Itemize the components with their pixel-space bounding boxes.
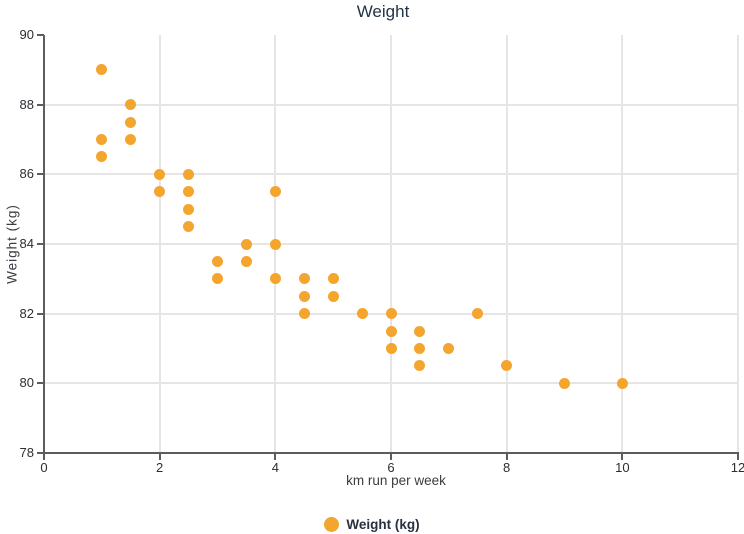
- data-point[interactable]: [183, 221, 195, 233]
- y-tick-mark: [37, 312, 44, 315]
- x-tick-mark: [621, 454, 624, 460]
- y-axis-line: [43, 35, 45, 454]
- data-point[interactable]: [414, 343, 426, 354]
- vertical-gridline: [737, 35, 739, 452]
- data-point[interactable]: [154, 168, 166, 180]
- data-point[interactable]: [356, 308, 368, 320]
- x-tick-mark: [505, 454, 508, 460]
- data-point[interactable]: [327, 290, 339, 302]
- x-tick-label: 8: [503, 460, 511, 475]
- data-point[interactable]: [125, 99, 137, 111]
- legend-marker-icon: [324, 516, 340, 532]
- x-axis-title: km run per week: [346, 473, 446, 488]
- horizontal-gridline: [44, 243, 738, 245]
- y-tick-label: 86: [19, 166, 34, 182]
- x-tick-label: 6: [387, 460, 395, 475]
- legend-item[interactable]: Weight (kg): [0, 515, 744, 533]
- data-point[interactable]: [240, 238, 252, 250]
- data-point[interactable]: [385, 343, 397, 354]
- data-point[interactable]: [96, 64, 108, 76]
- horizontal-gridline: [44, 103, 738, 106]
- y-tick-label: 88: [19, 96, 34, 112]
- x-tick-label: 12: [730, 460, 744, 475]
- x-tick-mark: [158, 454, 161, 460]
- data-point[interactable]: [96, 134, 108, 145]
- y-tick-label: 84: [19, 236, 34, 251]
- data-point[interactable]: [298, 273, 310, 285]
- data-point[interactable]: [414, 360, 426, 372]
- x-tick-label: 10: [615, 460, 630, 475]
- data-point[interactable]: [240, 255, 252, 267]
- y-tick-label: 80: [19, 375, 34, 391]
- y-axis-title: Weight (kg): [4, 204, 20, 284]
- data-point[interactable]: [212, 273, 223, 285]
- data-point[interactable]: [183, 203, 195, 215]
- x-tick-label: 2: [156, 460, 164, 475]
- y-tick-mark: [37, 173, 44, 176]
- y-tick-label: 82: [19, 305, 34, 321]
- data-point[interactable]: [559, 377, 570, 389]
- data-point[interactable]: [154, 186, 166, 198]
- data-point[interactable]: [472, 308, 484, 320]
- x-tick-mark: [737, 454, 739, 460]
- data-point[interactable]: [183, 186, 195, 198]
- y-tick-mark: [37, 103, 44, 106]
- data-point[interactable]: [269, 186, 281, 198]
- data-point[interactable]: [212, 255, 223, 267]
- legend-label: Weight (kg): [346, 516, 420, 532]
- data-point[interactable]: [269, 238, 281, 250]
- horizontal-gridline: [44, 173, 738, 176]
- data-point[interactable]: [327, 273, 339, 285]
- data-point[interactable]: [501, 360, 513, 372]
- chart-title: Weight: [356, 2, 410, 21]
- data-point[interactable]: [414, 325, 426, 337]
- y-tick-mark: [37, 34, 44, 36]
- x-tick-label: 4: [271, 460, 279, 475]
- data-point[interactable]: [616, 377, 628, 389]
- data-point[interactable]: [385, 308, 397, 320]
- y-tick-mark: [37, 382, 44, 385]
- x-tick-mark: [43, 454, 45, 460]
- horizontal-gridline: [44, 382, 738, 385]
- data-point[interactable]: [183, 168, 195, 180]
- x-tick-label: 0: [40, 460, 48, 475]
- data-point[interactable]: [443, 343, 455, 354]
- plot-area: [44, 35, 739, 454]
- y-tick-label: 78: [19, 445, 34, 460]
- x-axis-line: [43, 452, 739, 454]
- data-point[interactable]: [298, 308, 310, 320]
- data-point[interactable]: [269, 273, 281, 285]
- data-point[interactable]: [125, 134, 137, 145]
- data-point[interactable]: [96, 151, 108, 163]
- y-tick-mark: [37, 452, 44, 454]
- data-point[interactable]: [125, 116, 137, 128]
- x-tick-mark: [390, 454, 392, 460]
- y-tick-mark: [37, 243, 44, 245]
- data-point[interactable]: [298, 290, 310, 302]
- data-point[interactable]: [385, 325, 397, 337]
- x-tick-mark: [274, 454, 277, 460]
- y-tick-label: 90: [19, 27, 34, 42]
